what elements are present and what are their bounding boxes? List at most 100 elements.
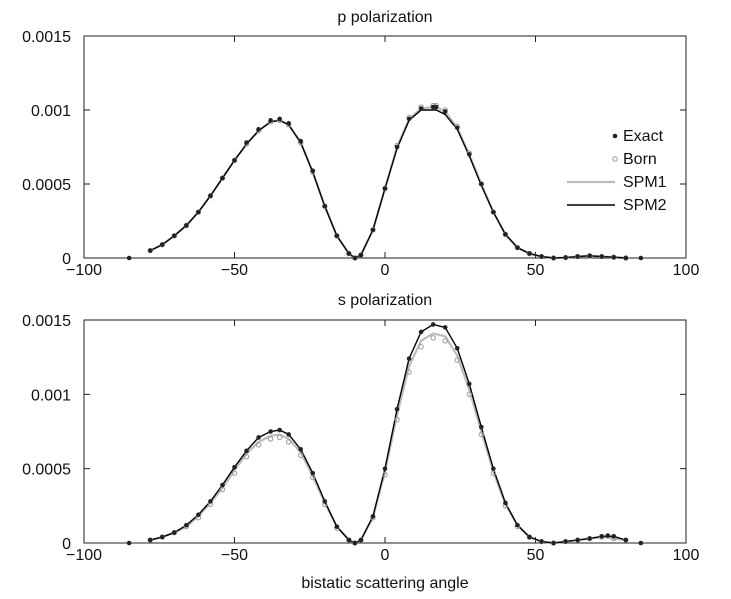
panel0-series-spm1-line	[149, 105, 626, 260]
legend-born-label: Born	[623, 151, 657, 168]
panel1-series-born-point	[243, 454, 250, 460]
panel0-series-exact-point	[551, 255, 556, 261]
panel0-series-exact-point	[433, 104, 439, 110]
panel1-series-exact-point	[466, 381, 472, 387]
panel1-series-exact-point	[587, 536, 592, 541]
panel1-series-exact-point	[479, 424, 484, 430]
panel1-series-exact-point	[159, 534, 165, 540]
panel1-series-exact-point	[623, 537, 629, 543]
panel0-series-exact-point	[298, 138, 304, 144]
panel0-series-exact-point	[611, 254, 617, 260]
panel0-series-spm2-line	[149, 109, 626, 259]
panel0-ytick-label: 0.0015	[22, 29, 71, 46]
panel1-series-exact-point	[244, 448, 249, 454]
panel1-series-exact-point	[310, 470, 316, 476]
panel1-series-exact-point	[220, 482, 225, 488]
panel0-series-exact-point	[346, 251, 352, 256]
panel1-series-exact-point	[563, 539, 568, 544]
panel1-series-exact-point	[605, 533, 611, 538]
panel1-ytick-label: 0	[62, 536, 71, 553]
s-polarization-panel: s polarization −100 −50 0 50 100 0 0.0005 0.001 0…	[22, 292, 699, 592]
panel1-series-exact-point	[430, 322, 436, 327]
panel1-series-exact-point	[406, 356, 412, 361]
panel0-series-exact-point	[599, 254, 605, 259]
panel0-series-exact-point	[159, 242, 165, 247]
panel1-series-exact-point	[334, 524, 340, 529]
panel1-series-exact-point	[599, 534, 605, 539]
panel1-series-exact-point	[268, 429, 273, 434]
panel0-xtick-label: 0	[381, 262, 390, 279]
panel1-series-exact-point	[539, 539, 544, 544]
panel1-series-born-point	[466, 391, 472, 398]
panel1-series-exact-point	[298, 447, 304, 452]
panel0-xtick-label: −50	[221, 262, 248, 279]
panel1-series-born-point	[406, 369, 412, 375]
panel1-series-exact-point	[286, 432, 291, 437]
panel1-series-born-point	[255, 442, 262, 448]
panel0-series-exact-point	[491, 209, 496, 215]
panel1-series-born-point	[298, 452, 304, 458]
panel1-series-exact-point	[256, 435, 261, 440]
panel1-xtick-label: −50	[221, 547, 248, 564]
panel0-series-exact-point	[382, 186, 388, 191]
panel1-ytick-label: 0.0015	[22, 313, 71, 330]
panel1-series-exact-point	[126, 540, 132, 546]
panel0-ytick-label: 0.0005	[22, 177, 71, 194]
panel0-series-exact-point	[310, 168, 316, 173]
panel1-series-exact-point	[172, 530, 177, 535]
panel0-xtick-label: 100	[673, 262, 700, 279]
panel0-series-exact-point	[587, 253, 592, 259]
panel0-title: p polarization	[337, 9, 432, 26]
panel1-series-exact-point	[208, 499, 213, 504]
panel1-series-born-point	[267, 436, 274, 442]
panel0-series-exact-point	[256, 126, 261, 132]
p-polarization-panel: p polarization −100 −50 0 50 100 0 0.0005 0.001 0…	[22, 9, 699, 279]
legend-exact-symbol	[612, 133, 618, 139]
panel0-series-exact-point	[623, 255, 629, 261]
panel1-series-exact-point	[196, 512, 201, 518]
legend-born-symbol	[612, 156, 618, 162]
panel1-series-born-point	[231, 470, 238, 476]
panel0-series-exact-point	[208, 193, 213, 199]
panel0-series-exact-point	[147, 248, 153, 253]
panel1-series-exact-point	[232, 464, 237, 470]
panel0-series-exact-point	[539, 254, 544, 259]
panel1-series-exact-point	[551, 540, 556, 546]
panel1-series-born-point	[276, 434, 283, 441]
panel0-series-exact-point	[244, 140, 249, 145]
panel1-series-exact-point	[370, 513, 376, 519]
panel0-series-exact-point	[563, 255, 568, 260]
panel0-series-exact-point	[352, 255, 358, 261]
panel0-series-exact-point	[370, 227, 376, 233]
panel0-series-exact-point	[358, 252, 364, 258]
panel1-series-exact-point	[442, 325, 448, 330]
panel0-series-exact-point	[220, 175, 225, 181]
panel1-series-exact-point	[491, 466, 496, 471]
panel0-series-exact-point	[322, 203, 328, 209]
panel0-plot-frame	[83, 35, 687, 259]
panel0-series-exact-point	[172, 233, 177, 239]
panel1-series-exact-point	[147, 537, 153, 543]
panel0-series-exact-point	[442, 109, 448, 114]
panel1-series-exact-point	[346, 537, 352, 543]
panel0-series-exact-point	[196, 209, 201, 215]
legend-spm2-label: SPM2	[623, 197, 667, 214]
panel0-series-exact-point	[184, 223, 189, 228]
panel0-series-exact-point	[466, 152, 472, 157]
panel0-ytick-label: 0	[62, 251, 71, 268]
panel0-series-exact-point	[268, 118, 273, 123]
panel1-series-exact-point	[277, 427, 282, 433]
panel1-series-exact-point	[575, 537, 580, 543]
panel1-series-born-point	[430, 335, 436, 341]
panel0-series-exact-point	[503, 232, 508, 237]
panel0-series-exact-point	[638, 255, 644, 261]
panel1-series-exact-point	[611, 534, 617, 539]
panel0-series-exact-point	[232, 158, 237, 163]
panel1-series-spm2-line	[150, 323, 627, 544]
panel1-xtick-label: 0	[381, 547, 390, 564]
panel0-ytick-label: 0.001	[31, 103, 71, 120]
panel1-ytick-label: 0.001	[31, 387, 71, 404]
panel1-series-exact-point	[322, 499, 328, 504]
panel1-series-born-point	[382, 471, 388, 478]
